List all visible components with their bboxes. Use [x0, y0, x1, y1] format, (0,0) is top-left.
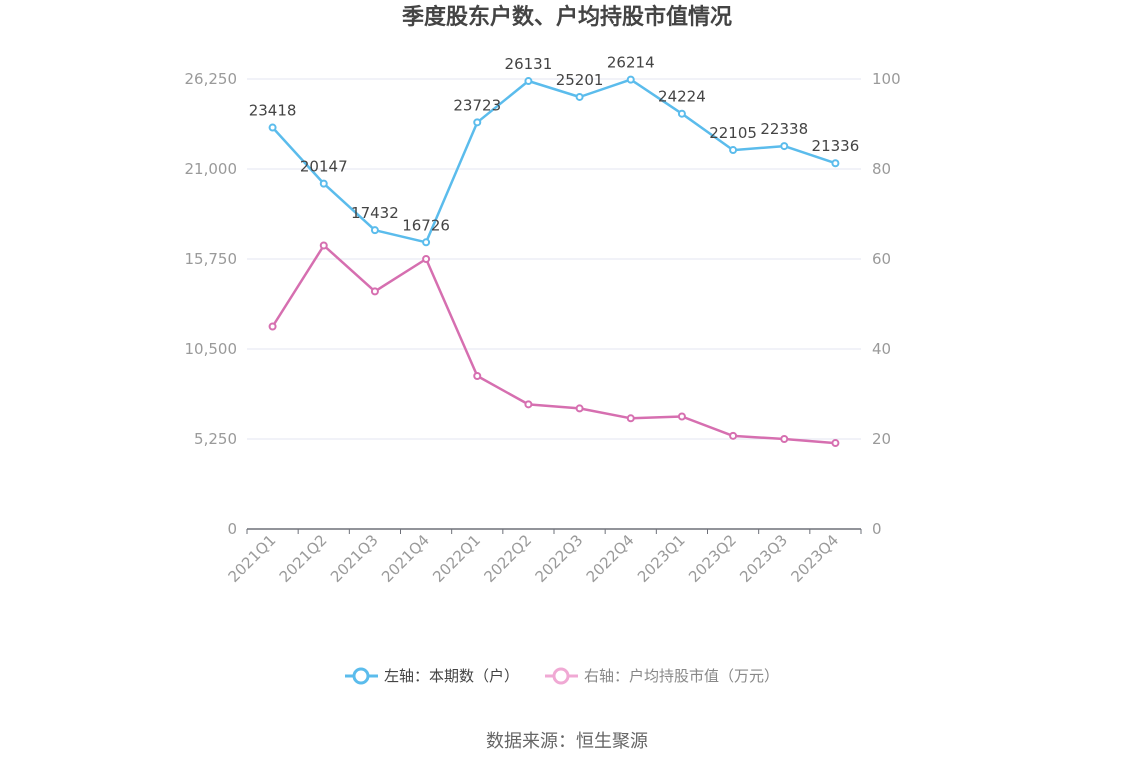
data-point-right[interactable] [319, 241, 328, 250]
legend-label-right: 右轴：户均持股市值（万元） [584, 667, 779, 685]
right-tick-label: 0 [872, 520, 882, 538]
x-tick-label: 2023Q3 [736, 531, 791, 586]
x-tick-label: 2023Q4 [787, 531, 842, 586]
x-tick-label: 2022Q3 [532, 531, 587, 586]
left-tick-label: 21,000 [185, 160, 238, 178]
legend: 左轴：本期数（户） 右轴：户均持股市值（万元） [345, 667, 779, 685]
data-point-left[interactable] [319, 179, 328, 188]
right-tick-label: 60 [872, 250, 891, 268]
data-point-left[interactable] [268, 123, 277, 132]
x-tick-label: 2021Q4 [378, 531, 433, 586]
data-label: 17432 [351, 204, 399, 222]
data-label: 23723 [453, 96, 501, 114]
data-point-left[interactable] [524, 77, 533, 86]
data-point-right[interactable] [729, 431, 738, 440]
left-tick-label: 26,250 [185, 70, 238, 88]
legend-item-right[interactable]: 右轴：户均持股市值（万元） [545, 667, 779, 685]
series-layer [268, 75, 840, 448]
x-tick-label: 2021Q2 [276, 531, 331, 586]
data-point-left[interactable] [677, 109, 686, 118]
data-point-right[interactable] [422, 255, 431, 263]
legend-marker-right [552, 667, 570, 685]
right-axis: 0 20 40 60 80 100 [872, 70, 901, 538]
data-label: 16726 [402, 216, 450, 234]
data-point-right[interactable] [677, 412, 686, 421]
left-tick-label: 0 [227, 520, 237, 538]
data-point-right[interactable] [473, 372, 482, 380]
x-tick-label: 2021Q1 [225, 531, 280, 586]
data-source: 数据来源：恒生聚源 [486, 731, 648, 752]
data-point-right[interactable] [370, 287, 379, 296]
x-tick-label: 2023Q1 [634, 531, 689, 586]
data-label: 21336 [812, 137, 860, 155]
series-line-left [271, 78, 836, 244]
x-tick-label: 2023Q2 [685, 531, 740, 586]
x-tick-label: 2022Q2 [480, 531, 535, 586]
legend-item-left[interactable]: 左轴：本期数（户） [345, 667, 519, 685]
data-point-left[interactable] [831, 159, 840, 168]
legend-marker-left [352, 667, 370, 685]
data-point-right[interactable] [780, 435, 789, 443]
right-tick-label: 80 [872, 160, 891, 178]
data-point-left[interactable] [422, 238, 431, 247]
data-point-left[interactable] [370, 226, 379, 235]
data-point-left[interactable] [729, 146, 738, 155]
data-point-right[interactable] [626, 414, 635, 423]
data-label: 20147 [300, 158, 348, 176]
legend-label-left: 左轴：本期数（户） [384, 667, 519, 685]
data-point-right[interactable] [831, 439, 840, 448]
x-tick-label: 2022Q1 [429, 531, 484, 586]
left-tick-label: 10,500 [185, 340, 238, 358]
right-tick-label: 100 [872, 70, 901, 88]
x-tick-label: 2021Q3 [327, 531, 382, 586]
data-point-left[interactable] [626, 75, 635, 84]
data-label: 22105 [709, 124, 757, 142]
data-point-left[interactable] [473, 118, 482, 127]
data-label: 22338 [760, 120, 808, 138]
data-label: 24224 [658, 88, 706, 106]
data-label: 26214 [607, 54, 655, 72]
right-tick-label: 40 [872, 340, 891, 358]
left-axis: 0 5,250 10,500 15,750 21,000 26,250 [185, 70, 238, 538]
data-point-left[interactable] [780, 142, 789, 151]
data-label: 26131 [505, 55, 553, 73]
right-tick-label: 20 [872, 430, 891, 448]
data-point-left[interactable] [575, 92, 584, 101]
data-point-right[interactable] [268, 322, 277, 331]
x-tick-label: 2022Q4 [583, 531, 638, 586]
grid [247, 78, 861, 440]
data-label: 23418 [249, 102, 297, 120]
x-axis: 2021Q12021Q22021Q32021Q42022Q12022Q22022… [225, 528, 862, 586]
data-point-right[interactable] [575, 404, 584, 413]
left-tick-label: 5,250 [194, 430, 237, 448]
series-line-right [271, 244, 836, 445]
chart-title: 季度股东户数、户均持股市值情况 [402, 4, 732, 30]
left-tick-label: 15,750 [185, 250, 238, 268]
data-point-right[interactable] [524, 400, 533, 409]
data-label: 25201 [556, 71, 604, 89]
